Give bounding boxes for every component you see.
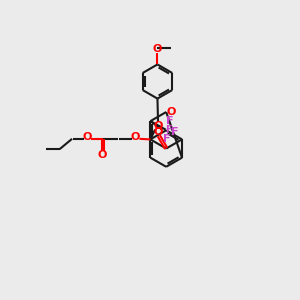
Text: O: O (152, 44, 161, 53)
Text: O: O (82, 132, 92, 142)
Text: O: O (131, 132, 140, 142)
Text: F: F (164, 134, 171, 144)
Text: F: F (165, 125, 172, 135)
Text: O: O (154, 127, 163, 137)
Text: F: F (171, 127, 179, 137)
Text: F: F (166, 116, 173, 126)
Text: O: O (153, 121, 163, 131)
Text: O: O (166, 107, 176, 117)
Text: O: O (98, 150, 107, 160)
